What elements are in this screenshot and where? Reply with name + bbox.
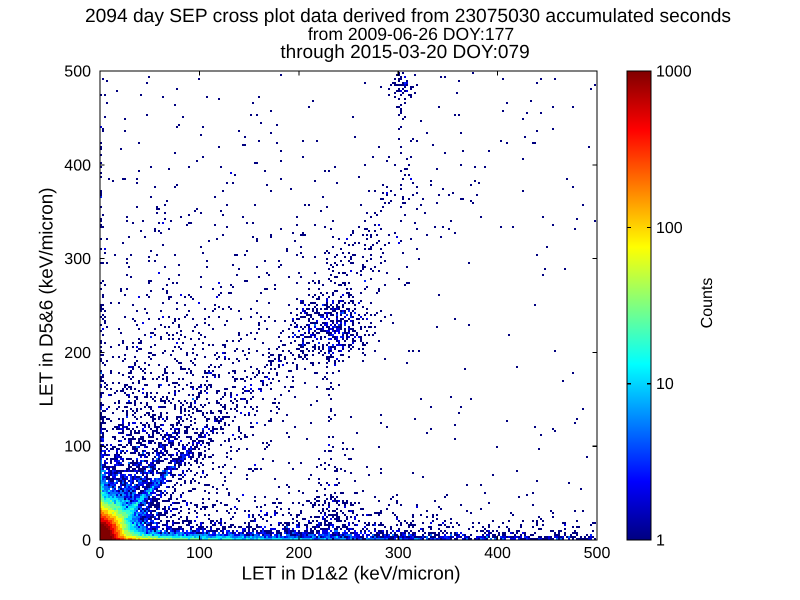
svg-text:500: 500 [584, 545, 611, 562]
svg-text:100: 100 [656, 220, 683, 237]
svg-text:400: 400 [484, 545, 511, 562]
svg-text:300: 300 [64, 251, 91, 268]
svg-text:LET in D1&2 (keV/micron): LET in D1&2 (keV/micron) [241, 564, 460, 585]
svg-text:1000: 1000 [656, 64, 692, 81]
svg-text:2094 day SEP cross plot data d: 2094 day SEP cross plot data derived fro… [85, 6, 731, 27]
svg-text:1: 1 [656, 533, 665, 550]
svg-text:through 2015-03-20 DOY:079: through 2015-03-20 DOY:079 [280, 42, 529, 63]
svg-text:0: 0 [82, 533, 91, 550]
svg-text:200: 200 [64, 345, 91, 362]
svg-text:500: 500 [64, 64, 91, 81]
svg-text:400: 400 [64, 157, 91, 174]
svg-text:Counts: Counts [699, 278, 716, 329]
svg-text:100: 100 [64, 439, 91, 456]
svg-text:100: 100 [186, 545, 213, 562]
svg-text:LET in D5&6 (keV/micron): LET in D5&6 (keV/micron) [37, 187, 58, 406]
svg-text:10: 10 [656, 376, 674, 393]
svg-text:200: 200 [285, 545, 312, 562]
svg-text:0: 0 [96, 545, 105, 562]
svg-text:300: 300 [385, 545, 412, 562]
svg-text:from 2009-06-26 DOY:177: from 2009-06-26 DOY:177 [308, 24, 514, 44]
